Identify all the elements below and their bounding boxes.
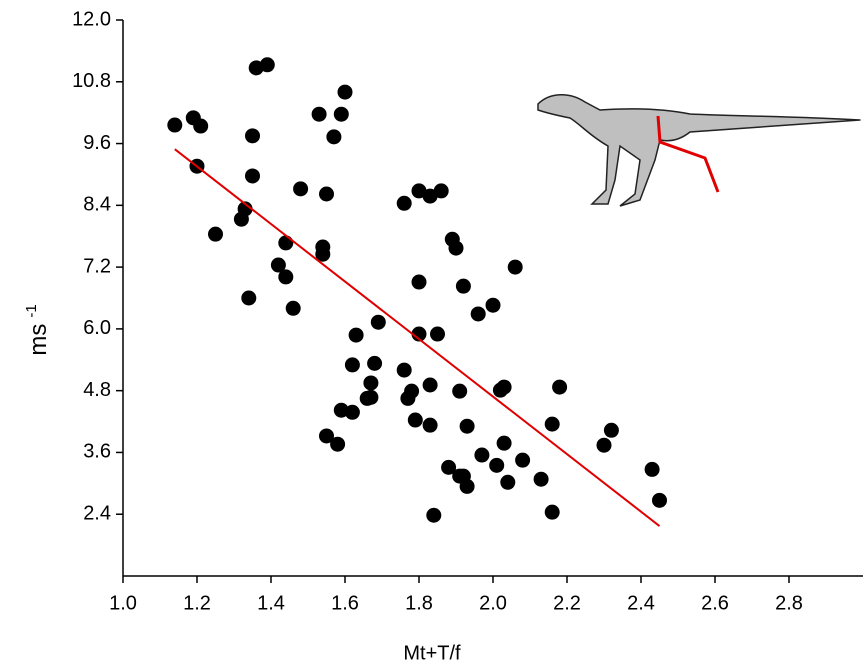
point	[259, 57, 275, 73]
point	[496, 379, 512, 395]
fit-line	[174, 148, 661, 527]
x-tick-label: 2.8	[775, 592, 803, 614]
y-tick-label: 2.4	[83, 503, 111, 525]
point	[285, 300, 301, 316]
y-tick-label: 7.2	[83, 255, 111, 277]
point	[411, 326, 427, 342]
point	[596, 437, 612, 453]
point	[315, 246, 331, 262]
point	[552, 379, 568, 395]
y-tick-label: 12.0	[72, 8, 111, 30]
point	[470, 306, 486, 322]
x-tick-label: 2.2	[553, 592, 581, 614]
point	[237, 201, 253, 217]
point	[208, 226, 223, 242]
point	[533, 471, 549, 487]
point	[396, 362, 412, 378]
point	[344, 357, 360, 373]
point	[422, 417, 438, 433]
point	[245, 128, 260, 144]
x-tick-label: 1.0	[109, 592, 137, 614]
y-axis-label-unit: ms	[25, 324, 52, 356]
point	[644, 461, 660, 477]
x-tick-label: 1.8	[405, 592, 433, 614]
point	[359, 390, 375, 406]
x-tick-label: 2.6	[701, 592, 729, 614]
y-axis-label-exponent: -1	[23, 304, 40, 317]
y-tick-label: 10.8	[72, 70, 111, 92]
point	[544, 416, 560, 432]
point	[485, 297, 501, 313]
point	[507, 259, 523, 275]
point	[422, 377, 438, 393]
y-tick-label: 9.6	[83, 132, 111, 154]
point	[496, 435, 512, 451]
point	[603, 422, 619, 438]
point	[167, 117, 183, 133]
point	[474, 447, 490, 463]
y-tick-label: 4.8	[83, 379, 111, 401]
x-axis-label: Mt+T/f	[403, 642, 461, 664]
point	[330, 436, 346, 452]
x-tick-label: 2.0	[479, 592, 507, 614]
y-tick-label: 6.0	[83, 317, 111, 339]
point	[441, 459, 457, 475]
point	[326, 129, 342, 145]
x-tick-label: 2.4	[627, 592, 655, 614]
x-tick-label: 1.2	[183, 592, 211, 614]
point	[333, 106, 349, 122]
point	[333, 402, 349, 418]
point	[370, 314, 386, 330]
point	[515, 452, 531, 468]
point	[293, 181, 309, 197]
point	[241, 290, 257, 306]
point	[452, 383, 468, 399]
point	[407, 412, 423, 428]
point	[448, 240, 464, 256]
point	[459, 418, 475, 434]
point	[270, 257, 286, 273]
y-axis-label: ms -1	[23, 304, 52, 355]
y-tick-label: 3.6	[83, 441, 111, 463]
point	[319, 428, 334, 444]
point	[319, 186, 334, 202]
point	[311, 106, 327, 122]
x-tick-label: 1.4	[257, 592, 285, 614]
point	[245, 168, 260, 184]
point	[363, 375, 379, 391]
point	[455, 278, 471, 294]
x-tick-label: 1.6	[331, 592, 359, 614]
point	[426, 507, 442, 523]
point	[278, 235, 294, 251]
point	[489, 457, 505, 473]
point	[367, 355, 383, 371]
point	[459, 478, 475, 494]
point	[652, 492, 667, 508]
point	[348, 327, 364, 343]
point	[411, 274, 427, 290]
point	[396, 195, 412, 211]
point	[193, 118, 209, 134]
point	[344, 404, 360, 420]
point	[433, 183, 449, 199]
point	[337, 84, 353, 100]
dinosaur-illustration	[537, 94, 861, 207]
point	[278, 269, 294, 285]
point	[430, 326, 445, 342]
y-tick-label: 8.4	[83, 194, 111, 216]
point	[400, 390, 416, 406]
point	[544, 504, 560, 520]
point	[500, 474, 516, 490]
